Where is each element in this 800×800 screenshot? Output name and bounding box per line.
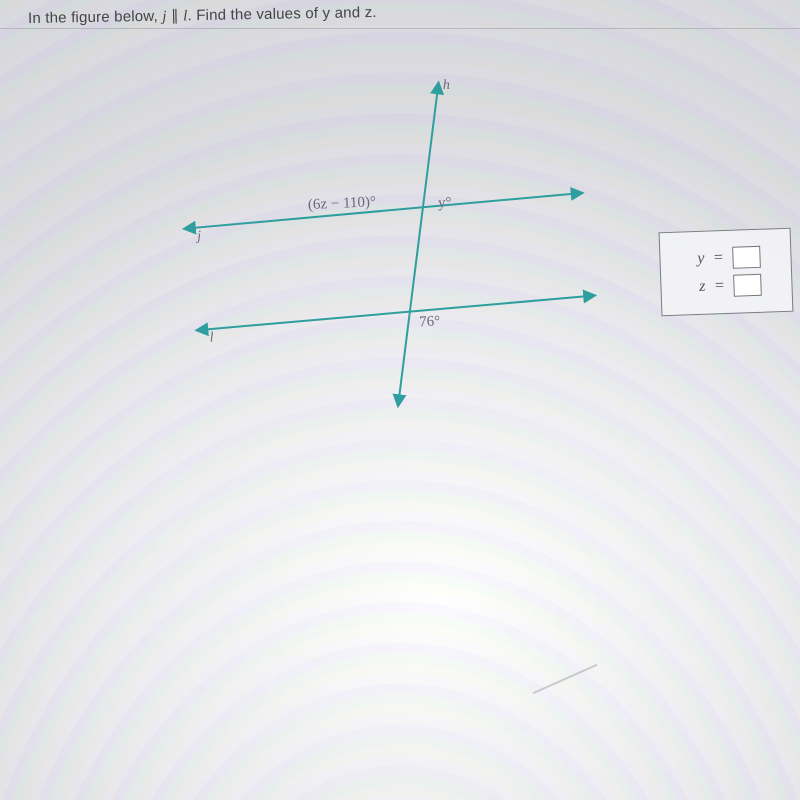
label-j: j (195, 229, 202, 244)
question-suffix: . Find the values of y and z. (187, 4, 377, 24)
angle-bottom: 76° (419, 313, 441, 330)
question-prefix: In the figure below, (28, 8, 163, 27)
line-l (201, 296, 591, 330)
answer-box: y = z = (659, 228, 794, 317)
line-h (385, 87, 452, 401)
var-y: y (690, 250, 705, 268)
eq-y: = (712, 249, 725, 267)
question-parallel: ∥ (171, 7, 179, 24)
answer-row-z: z = (671, 273, 782, 299)
question-line-j: j (162, 9, 167, 25)
input-z[interactable] (733, 274, 762, 297)
eq-z: = (713, 277, 726, 295)
label-h: h (443, 78, 451, 93)
angle-right-expr: y° (438, 195, 452, 212)
diagram-svg: h j l (6z − 110)° y° 76° (142, 60, 617, 440)
answer-row-y: y = (670, 245, 781, 271)
geometry-diagram: h j l (6z − 110)° y° 76° (142, 60, 617, 440)
line-j (188, 193, 578, 228)
label-l: l (209, 330, 214, 345)
input-y[interactable] (732, 246, 761, 269)
angle-left-expr: (6z − 110)° (308, 194, 377, 213)
var-z: z (691, 278, 706, 296)
divider (0, 28, 800, 29)
